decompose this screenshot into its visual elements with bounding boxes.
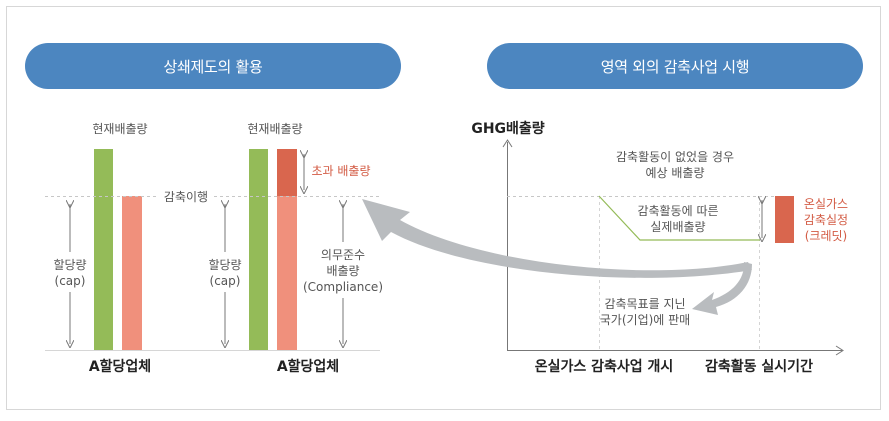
compliance-label: 의무준수 배출량 (Compliance) xyxy=(303,248,383,294)
expected-emission-label: 감축활동이 없었을 경우 예상 배출량 xyxy=(615,150,735,180)
actual-emission-line xyxy=(598,195,760,241)
company-label-1: A할당업체 xyxy=(88,359,152,375)
allocation-bar-1 xyxy=(122,196,142,350)
allocation-label-1: 할당량 (cap) xyxy=(53,258,87,288)
credit-bar xyxy=(775,196,794,243)
credit-transfer-arrow xyxy=(362,199,752,278)
allocation-label-2: 할당량 (cap) xyxy=(208,258,242,288)
sale-note-label: 감축목표를 지닌 국가(기업)에 판매 xyxy=(599,297,691,327)
reduction-target-label: 감축이행 xyxy=(158,189,214,205)
x-axis-period-label: 감축활동 실시기간 xyxy=(705,359,813,375)
compliance-bar xyxy=(277,196,297,350)
current-emission-bar-1 xyxy=(94,149,113,350)
excess-emission-bar xyxy=(277,149,297,196)
x-axis-arrowhead xyxy=(835,345,844,356)
current-emission-bar-2 xyxy=(249,149,268,350)
sale-arrow xyxy=(692,262,752,315)
current-emission-label-1: 현재배출량 xyxy=(92,122,148,136)
x-axis-start-label: 온실가스 감축사업 개시 xyxy=(534,359,674,375)
right-panel-title: 영역 외의 감축사업 시행 xyxy=(487,43,863,89)
current-emission-label-2: 현재배출량 xyxy=(247,122,303,136)
excess-emission-label: 초과 배출량 xyxy=(311,164,371,178)
y-axis-label: GHG배출량 xyxy=(471,121,545,137)
left-panel-title: 상쇄제도의 활용 xyxy=(25,43,401,89)
credit-label: 온실가스 감축실정 (크레딧) xyxy=(803,197,849,243)
actual-emission-label: 감축활동에 따른 실제배출량 xyxy=(637,204,719,234)
y-axis-arrowhead xyxy=(502,139,513,148)
company-label-2: A할당업체 xyxy=(276,359,340,375)
